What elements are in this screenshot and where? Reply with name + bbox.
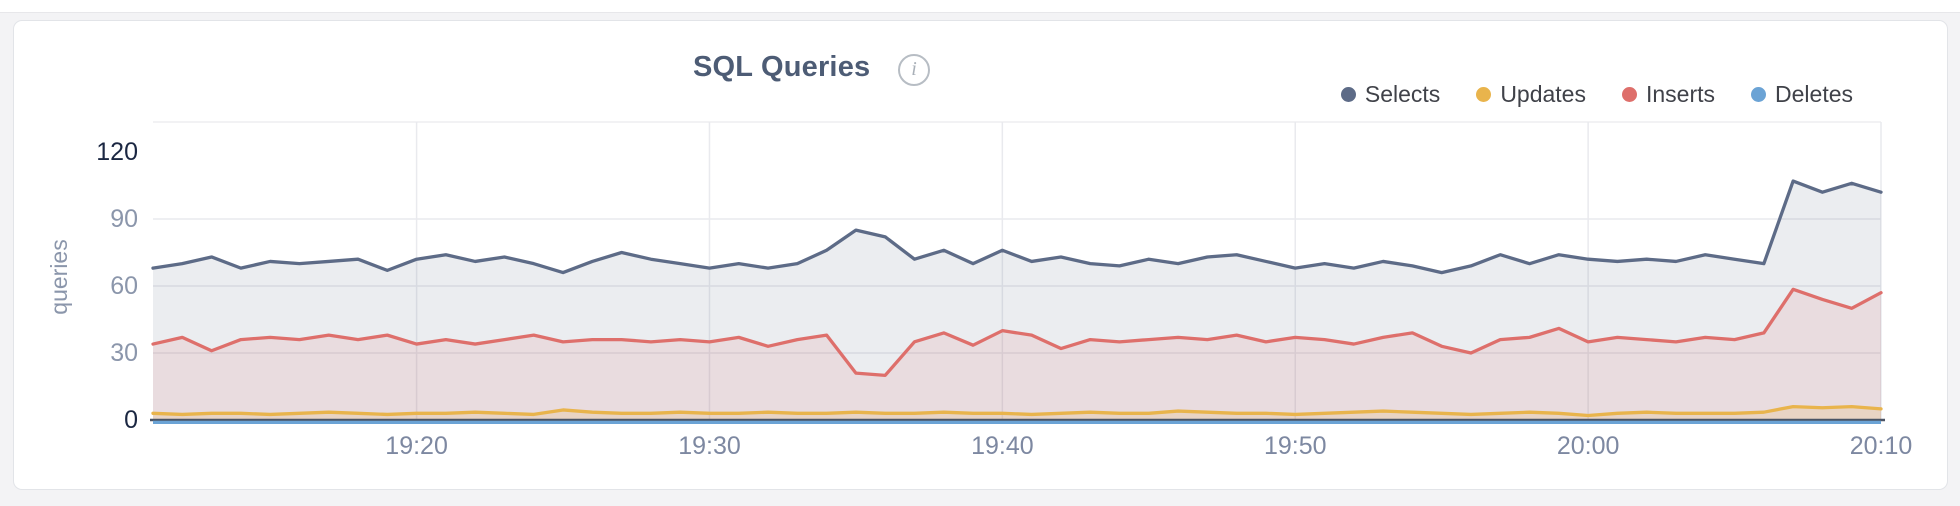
y-tick-label: 120: [96, 138, 138, 166]
legend-dot-icon: [1340, 87, 1356, 102]
info-icon[interactable]: i: [898, 54, 930, 86]
y-axis-title: queries: [46, 239, 72, 315]
y-tick-label: 90: [110, 205, 138, 233]
legend-item-deletes[interactable]: Deletes: [1751, 81, 1853, 108]
series-area-inserts: [153, 289, 1881, 420]
chart-plot: [150, 121, 1885, 425]
series-area-updates: [153, 406, 1881, 420]
y-tick-label: 60: [110, 272, 138, 300]
x-tick-label: 19:40: [971, 432, 1034, 460]
legend: Selects Updates Inserts Deletes: [1340, 81, 1853, 108]
y-tick-label: 30: [110, 339, 138, 367]
legend-item-selects[interactable]: Selects: [1340, 81, 1441, 108]
legend-label: Deletes: [1775, 81, 1853, 107]
series-area-selects: [153, 181, 1881, 420]
chart-card: SQL Queries i Selects Updates Inserts Delet…: [13, 20, 1948, 490]
legend-dot-icon: [1476, 87, 1492, 102]
series-line-updates: [151, 404, 1883, 418]
x-tick-label: 19:20: [385, 432, 448, 460]
legend-item-inserts[interactable]: Inserts: [1621, 81, 1716, 108]
legend-label: Inserts: [1645, 81, 1716, 107]
legend-dot-icon: [1751, 87, 1767, 102]
legend-label: Selects: [1364, 81, 1441, 107]
x-tick-label: 20:10: [1849, 432, 1913, 460]
top-border-strip: [0, 0, 1960, 13]
x-tick-label: 19:30: [678, 432, 741, 460]
legend-item-updates[interactable]: Updates: [1476, 81, 1586, 108]
y-tick-label: 0: [124, 406, 138, 434]
chart-title: SQL Queries: [693, 51, 871, 83]
legend-dot-icon: [1621, 87, 1637, 102]
x-tick-label: 20:00: [1556, 432, 1620, 460]
series-line-inserts: [151, 287, 1883, 377]
x-tick-label: 19:50: [1263, 432, 1327, 460]
legend-label: Updates: [1500, 81, 1586, 107]
series-line-selects: [151, 179, 1883, 275]
